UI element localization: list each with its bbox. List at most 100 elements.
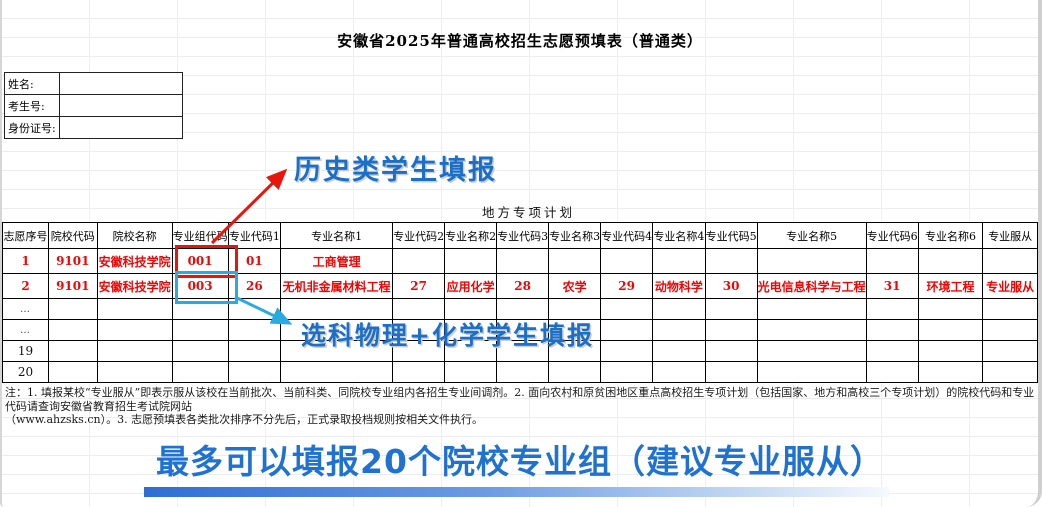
highlight-box-group-001 (175, 245, 238, 278)
id-number-input-cell[interactable] (59, 116, 183, 139)
table-cell[interactable] (865, 340, 919, 362)
table-cell[interactable] (548, 248, 602, 274)
table-cell[interactable]: 27 (392, 273, 446, 299)
table-cell[interactable] (496, 248, 550, 274)
table-cell[interactable] (865, 319, 919, 341)
table-cell[interactable] (600, 319, 654, 341)
table-cell[interactable] (917, 340, 984, 362)
table-cell[interactable] (704, 248, 758, 274)
table-cell[interactable] (548, 361, 602, 383)
preference-table: 志愿序号 院校代码 院校名称 专业组代码 专业代码1 专业名称1 专业代码2 专业名称2 专业代… (2, 222, 1038, 383)
table-row: 1 9101 安徽科技学院 001 01 工商管理 (2, 248, 1038, 274)
table-cell[interactable] (982, 248, 1038, 274)
table-cell[interactable]: 光电信息科学与工程 (756, 273, 867, 299)
footer-note-line1: 注：1. 填报某校“专业服从”即表示服从该校在当前批次、当前科类、同院校专业组内… (5, 386, 1035, 413)
table-cell[interactable] (227, 319, 282, 341)
table-cell[interactable] (96, 340, 173, 362)
table-cell[interactable] (600, 361, 654, 383)
table-cell[interactable] (756, 248, 867, 274)
table-cell[interactable]: 安徽科技学院 (96, 273, 173, 299)
table-cell[interactable] (444, 248, 498, 274)
table-cell[interactable] (600, 298, 654, 320)
table-cell[interactable] (652, 298, 706, 320)
table-cell[interactable]: 2 (2, 273, 50, 299)
table-cell[interactable] (171, 319, 229, 341)
footer-note: 注：1. 填报某校“专业服从”即表示服从该校在当前批次、当前科类、同院校专业组内… (5, 386, 1038, 427)
table-cell[interactable] (600, 248, 654, 274)
table-cell[interactable] (280, 361, 394, 383)
table-cell[interactable]: 应用化学 (444, 273, 498, 299)
table-cell[interactable] (496, 361, 550, 383)
table-cell[interactable] (865, 248, 919, 274)
table-cell[interactable] (865, 361, 919, 383)
table-cell[interactable]: 28 (496, 273, 550, 299)
table-cell[interactable] (756, 361, 867, 383)
table-cell[interactable] (600, 340, 654, 362)
table-cell[interactable]: 专业服从 (982, 273, 1038, 299)
column-header: 专业代码2 (392, 222, 446, 249)
table-cell[interactable] (756, 298, 867, 320)
table-cell[interactable]: 动物科学 (652, 273, 706, 299)
table-cell[interactable] (917, 298, 984, 320)
table-cell[interactable] (392, 248, 446, 274)
table-cell[interactable] (171, 361, 229, 383)
table-cell[interactable] (756, 319, 867, 341)
table-cell[interactable] (48, 298, 98, 320)
footer-note-line2: （www.ahzsks.cn）。3. 志愿预填表各类批次排序不分先后，正式录取投… (5, 413, 484, 426)
table-cell[interactable] (982, 340, 1038, 362)
table-cell[interactable]: … (2, 298, 50, 320)
table-cell[interactable]: 30 (704, 273, 758, 299)
name-label: 姓名: (4, 72, 60, 95)
table-cell[interactable] (392, 361, 446, 383)
table-cell[interactable] (444, 361, 498, 383)
table-cell[interactable]: 农学 (548, 273, 602, 299)
table-cell[interactable]: 工商管理 (280, 248, 394, 274)
table-cell[interactable] (48, 340, 98, 362)
table-cell[interactable] (756, 340, 867, 362)
name-input-cell[interactable] (59, 72, 183, 95)
table-cell[interactable] (48, 319, 98, 341)
table-cell[interactable] (96, 319, 173, 341)
table-cell[interactable]: 001 (171, 248, 229, 274)
table-cell[interactable] (652, 248, 706, 274)
table-cell[interactable] (96, 361, 173, 383)
table-cell[interactable]: 29 (600, 273, 654, 299)
table-cell[interactable] (982, 319, 1038, 341)
table-cell[interactable]: 无机非金属材料工程 (280, 273, 394, 299)
table-cell[interactable]: 1 (2, 248, 50, 274)
table-cell[interactable]: 31 (865, 273, 919, 299)
table-cell[interactable] (704, 298, 758, 320)
table-cell[interactable] (982, 361, 1038, 383)
table-cell[interactable] (227, 361, 282, 383)
table-cell[interactable] (704, 361, 758, 383)
table-cell[interactable] (917, 361, 984, 383)
table-cell[interactable]: 环境工程 (917, 273, 984, 299)
table-cell[interactable]: 安徽科技学院 (96, 248, 173, 274)
table-cell[interactable] (704, 340, 758, 362)
table-cell[interactable] (652, 319, 706, 341)
table-cell[interactable] (227, 340, 282, 362)
table-cell[interactable] (704, 319, 758, 341)
section-label: 地方专项计划 (482, 205, 576, 220)
table-row: 19 (2, 340, 1038, 362)
table-header-row: 志愿序号 院校代码 院校名称 专业组代码 专业代码1 专业名称1 专业代码2 专业名称2 专业代… (2, 222, 1038, 249)
candidate-number-input-cell[interactable] (59, 94, 183, 117)
candidate-number-label: 考生号: (4, 94, 60, 117)
table-cell[interactable] (652, 361, 706, 383)
physics-chemistry-students-annotation: 选科物理+化学学生填报 (301, 321, 594, 350)
table-cell[interactable] (171, 340, 229, 362)
table-row: … (2, 298, 1038, 320)
table-cell[interactable] (48, 361, 98, 383)
table-cell[interactable]: 20 (2, 361, 50, 383)
table-cell[interactable] (652, 340, 706, 362)
table-cell[interactable]: … (2, 319, 50, 341)
table-cell[interactable]: 9101 (48, 273, 98, 299)
table-cell[interactable]: 9101 (48, 248, 98, 274)
table-cell[interactable] (982, 298, 1038, 320)
table-cell[interactable] (96, 298, 173, 320)
table-cell[interactable] (917, 248, 984, 274)
column-header: 专业名称5 (756, 222, 867, 249)
table-cell[interactable] (865, 298, 919, 320)
table-cell[interactable] (917, 319, 984, 341)
table-cell[interactable]: 19 (2, 340, 50, 362)
